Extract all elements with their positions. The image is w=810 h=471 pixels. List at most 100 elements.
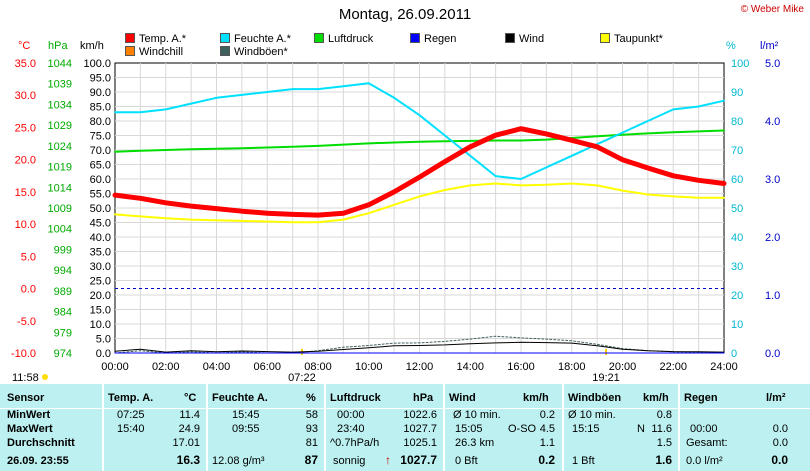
wind-axis-tick: 75.0 — [90, 131, 111, 143]
pressure-axis-tick: 974 — [54, 348, 72, 360]
rain-time: 00:00 — [690, 423, 718, 435]
legend-item: Taupunkt* — [600, 33, 663, 45]
wind-axis-tick: 5.0 — [96, 334, 111, 346]
row-label-sensor: Sensor — [7, 392, 45, 404]
temp-current: 16.3 — [176, 453, 200, 467]
temp-axis-tick: 5.0 — [21, 251, 36, 263]
gust-unit: km/h — [643, 392, 669, 404]
humidity-axis-tick: 80 — [731, 116, 743, 128]
humidity-axis-tick: 10 — [731, 319, 743, 331]
temp-unit: °C — [184, 392, 197, 404]
humidity-axis-tick: 60 — [731, 174, 743, 186]
pressure-condition: sonnig — [333, 455, 366, 467]
humidity-min-time: 15:45 — [232, 409, 260, 421]
humidity-max: 93 — [305, 423, 318, 435]
row-label-min: MinWert — [7, 409, 51, 421]
rain-unit: l/m² — [766, 392, 786, 404]
x-axis-tick: 16:00 — [507, 361, 535, 373]
pressure-axis-tick: 984 — [54, 307, 72, 319]
humidity-axis-tick: 100 — [731, 58, 749, 70]
temp-min: 11.4 — [179, 409, 200, 421]
row-label-average: Durchschnitt — [7, 437, 75, 449]
wind-axis-tick: 50.0 — [90, 203, 111, 215]
sunrise-marker-label: 07:22 — [288, 372, 316, 384]
rain-axis-tick: 4.0 — [765, 116, 780, 128]
legend-swatch — [125, 46, 135, 56]
pressure-axis-tick: 1039 — [48, 79, 72, 91]
wind-axis-tick: 60.0 — [90, 174, 111, 186]
legend-item: Wind — [505, 33, 544, 45]
column-divider — [562, 384, 564, 471]
current-time-dot — [42, 374, 48, 380]
wind-axis-tick: 10.0 — [90, 319, 111, 331]
wind-axis-tick: 70.0 — [90, 145, 111, 157]
pressure-axis-tick: 1044 — [48, 58, 72, 70]
wind-avg10: 0.2 — [539, 409, 555, 421]
x-axis-tick: 06:00 — [253, 361, 281, 373]
pressure-axis-tick: 1009 — [48, 203, 72, 215]
row-label-current: 26.09. 23:55 — [7, 455, 69, 467]
wind-distance: 26.3 km — [455, 437, 495, 449]
gust-max: 11.6 — [651, 423, 672, 435]
x-axis-tick: 12:00 — [406, 361, 434, 373]
column-divider — [678, 384, 680, 471]
wind-axis-tick: 30.0 — [90, 261, 111, 273]
temp-axis-tick: 20.0 — [15, 155, 36, 167]
legend-item: Luftdruck — [314, 33, 373, 45]
pressure-axis-tick: 1019 — [48, 162, 72, 174]
humidity-header: Feuchte A. — [212, 392, 268, 404]
temp-axis-tick: -5.0 — [17, 316, 36, 328]
gust-avg-label: Ø 10 min. — [568, 409, 616, 421]
humidity-current: 87 — [304, 453, 318, 467]
gust-avg: 1.5 — [656, 437, 672, 449]
pressure-axis-tick: 994 — [54, 265, 72, 277]
pressure-current: 1027.7 — [400, 453, 437, 467]
pressure-axis-tick: 989 — [54, 286, 72, 298]
pressure-unit: hPa — [413, 392, 434, 404]
wind-axis-tick: 55.0 — [90, 189, 111, 201]
rain-current: 0.0 — [771, 453, 788, 467]
rain-axis-unit: l/m² — [760, 40, 779, 52]
rain-axis-tick: 3.0 — [765, 174, 780, 186]
wind-header: Wind — [449, 392, 476, 404]
legend-swatch — [220, 46, 230, 56]
pressure-axis-tick: 1004 — [48, 224, 72, 236]
humidity-axis-unit: % — [726, 40, 736, 52]
wind-axis-unit: km/h — [80, 40, 104, 52]
copyright-label: © Weber Mike — [740, 4, 804, 15]
pressure-axis-tick: 1024 — [48, 141, 72, 153]
chart-plot: 35.0 30.0 25.0 20.0 15.0 10.0 5.0 0.0 -5.0 -10.0 1… — [11, 40, 780, 384]
series-line — [114, 182, 725, 224]
sunset-marker-label: 19:21 — [592, 372, 620, 384]
temp-axis-tick: -10.0 — [11, 348, 36, 360]
legend-item: Temp. A.* — [125, 33, 186, 45]
legend-label: Feuchte A.* — [234, 33, 291, 45]
humidity-axis-tick: 20 — [731, 290, 743, 302]
x-axis-tick: 14:00 — [456, 361, 484, 373]
temp-header: Temp. A. — [108, 392, 154, 404]
pressure-axis-tick: 1034 — [48, 99, 72, 111]
wind-avg: 1.1 — [539, 437, 555, 449]
temp-axis-tick: 35.0 — [15, 58, 36, 70]
wind-avg-label: Ø 10 min. — [453, 409, 501, 421]
humidity-axis-tick: 40 — [731, 232, 743, 244]
x-axis-tick: 02:00 — [152, 361, 180, 373]
legend-label: Regen — [424, 33, 457, 45]
rain-axis-tick: 0.0 — [765, 348, 780, 360]
wind-max-time: 15:05 — [455, 423, 483, 435]
stats-table: Sensor MinWert MaxWert Durchschnitt 26.0… — [0, 384, 810, 471]
x-axis-tick: 04:00 — [203, 361, 231, 373]
rain-header: Regen — [684, 392, 718, 404]
wind-axis-tick: 95.0 — [90, 73, 111, 85]
x-axis-tick: 18:00 — [558, 361, 586, 373]
pressure-max: 1027.7 — [403, 423, 437, 435]
legend-swatch — [600, 33, 610, 43]
humidity-unit: % — [306, 392, 316, 404]
legend-label: Taupunkt* — [614, 33, 663, 45]
rain-axis-tick: 2.0 — [765, 232, 780, 244]
wind-unit: km/h — [523, 392, 549, 404]
wind-max-dir: O-SO — [508, 423, 537, 435]
series-line — [112, 126, 727, 218]
wind-axis-tick: 20.0 — [90, 290, 111, 302]
series-line — [114, 82, 725, 180]
